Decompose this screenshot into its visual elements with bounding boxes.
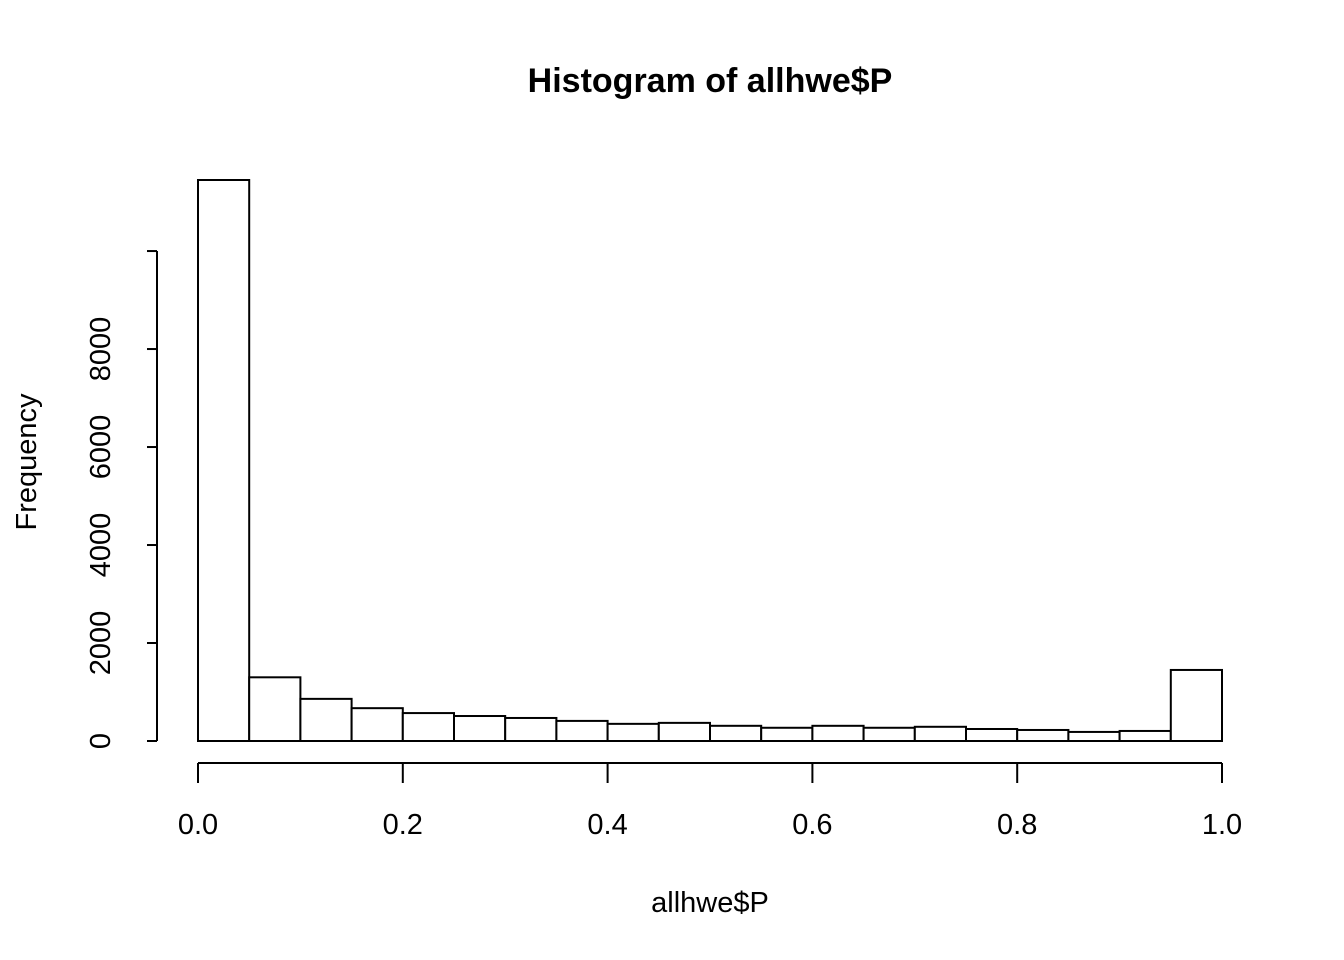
bar bbox=[401, 712, 455, 743]
x-tick-label: 0.0 bbox=[178, 809, 218, 841]
bar bbox=[299, 697, 353, 743]
y-axis-label: Frequency bbox=[11, 393, 43, 531]
bar bbox=[709, 724, 763, 742]
x-axis-label: allhwe$P bbox=[651, 887, 769, 919]
y-tick-label: 8000 bbox=[85, 317, 117, 382]
y-tick-label: 4000 bbox=[85, 513, 117, 578]
bar bbox=[504, 716, 558, 742]
y-tick-label: 0 bbox=[85, 733, 117, 749]
x-tick-label: 0.4 bbox=[587, 809, 627, 841]
y-tick-label: 6000 bbox=[85, 415, 117, 480]
bar bbox=[1016, 728, 1070, 742]
bar bbox=[606, 722, 660, 742]
x-tick-label: 0.6 bbox=[792, 809, 832, 841]
bar bbox=[555, 719, 609, 743]
bar bbox=[453, 715, 507, 742]
bar bbox=[965, 727, 1019, 743]
y-tick-label: 2000 bbox=[85, 611, 117, 676]
x-tick-label: 0.2 bbox=[383, 809, 423, 841]
x-tick-label: 0.8 bbox=[997, 809, 1037, 841]
chart-title: Histogram of allhwe$P bbox=[528, 62, 893, 100]
bar bbox=[1067, 730, 1121, 742]
bar bbox=[248, 676, 302, 742]
bar bbox=[862, 726, 916, 742]
bar bbox=[760, 726, 814, 742]
bar bbox=[657, 721, 711, 743]
bar bbox=[1118, 729, 1172, 742]
bar bbox=[811, 724, 865, 742]
bar bbox=[197, 179, 251, 742]
bar bbox=[1169, 668, 1224, 743]
bar bbox=[350, 707, 404, 742]
bar bbox=[913, 725, 967, 742]
x-tick-label: 1.0 bbox=[1202, 809, 1242, 841]
